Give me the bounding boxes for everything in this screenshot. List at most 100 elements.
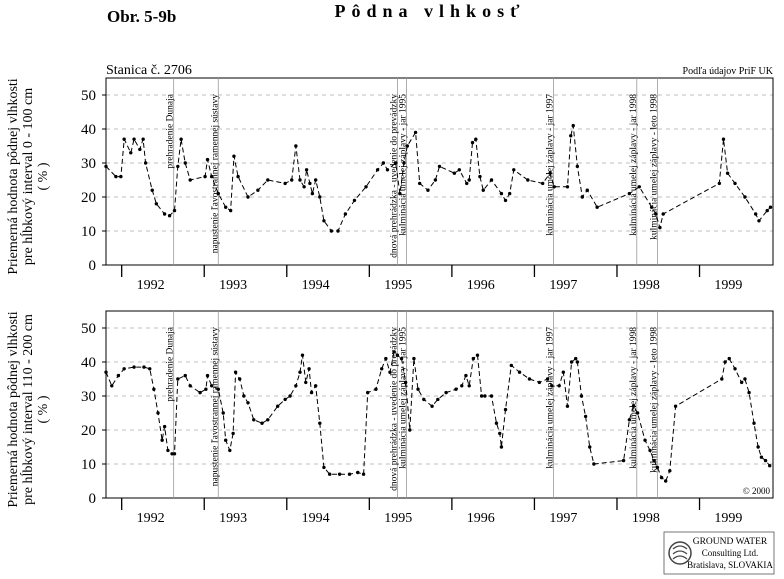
data-point: [627, 418, 632, 422]
data-point: [232, 154, 236, 158]
data-point: [627, 191, 632, 196]
data-point: [170, 452, 174, 456]
data-point: [307, 367, 311, 371]
data-point: [768, 205, 773, 209]
data-point: [717, 181, 722, 186]
data-point: [119, 174, 123, 179]
data-point: [673, 404, 678, 408]
data-point: [478, 174, 482, 179]
data-point: [356, 470, 360, 475]
data-point: [298, 370, 302, 374]
y-tick-label: 0: [89, 258, 97, 274]
data-point: [352, 198, 357, 203]
data-point: [309, 390, 314, 395]
data-point: [260, 421, 264, 425]
data-point: [276, 404, 280, 408]
data-point: [246, 195, 250, 199]
data-point: [512, 168, 516, 172]
data-point: [416, 387, 420, 391]
data-point: [283, 397, 287, 402]
data-point: [723, 360, 727, 364]
data-point: [720, 377, 724, 381]
y-axis-label: pre hĺbkový interval 0 - 100 cm: [19, 88, 36, 265]
data-point: [318, 195, 322, 199]
data-point: [122, 367, 126, 371]
data-point: [507, 191, 512, 196]
plot-frame: [105, 310, 774, 499]
data-point: [162, 424, 167, 429]
data-point: [129, 151, 133, 155]
event-label: kulminácia umelej záplavy - jar 1998: [629, 94, 639, 236]
data-point: [104, 164, 108, 169]
data-point: [733, 367, 737, 371]
data-point: [231, 431, 235, 436]
event-label: dnová prehrádzka - uvedenie do prevádzky: [389, 94, 399, 258]
y-tick-label: 30: [81, 156, 96, 172]
data-point: [364, 185, 368, 189]
data-point: [104, 370, 108, 374]
data-point: [509, 363, 514, 368]
data-point: [138, 147, 142, 152]
data-point: [302, 185, 306, 189]
data-point: [753, 212, 758, 216]
x-tick-label: 1996: [467, 511, 495, 526]
data-point: [454, 387, 458, 391]
data-point: [110, 384, 114, 388]
y-tick-label: 20: [81, 190, 96, 206]
y-axis-label: ( % ): [36, 395, 51, 423]
data-point: [433, 178, 438, 182]
data-point: [588, 445, 592, 449]
data-point: [246, 401, 250, 405]
data-point: [148, 367, 152, 371]
data-point: [310, 191, 315, 196]
data-point: [221, 411, 225, 415]
data-point: [517, 370, 522, 374]
y-tick-label: 30: [81, 389, 96, 405]
x-tick-label: 1999: [714, 278, 742, 293]
x-tick-label: 1995: [384, 278, 412, 293]
data-point: [503, 407, 508, 412]
y-axis-label: ( % ): [36, 162, 51, 190]
x-tick-label: 1997: [549, 511, 577, 526]
data-point: [565, 185, 570, 189]
data-point: [242, 394, 246, 398]
data-point: [204, 387, 208, 391]
data-point: [721, 137, 726, 141]
data-point: [343, 212, 348, 216]
data-point: [198, 390, 202, 395]
data-point: [747, 390, 751, 395]
data-point: [154, 202, 159, 206]
x-tick-label: 1998: [632, 278, 660, 293]
data-point: [652, 458, 656, 463]
data-point: [655, 465, 660, 470]
data-point: [205, 373, 210, 378]
data-point: [545, 377, 550, 381]
data-point: [565, 404, 570, 408]
y-tick-label: 20: [81, 423, 96, 439]
data-point: [313, 178, 318, 182]
data-point: [361, 472, 366, 476]
source-note: Podľa údajov PriF UK: [683, 66, 774, 77]
data-point: [365, 390, 370, 395]
event-label: napustenie ľavostrannej ramennej sústavy: [210, 327, 220, 486]
data-point: [216, 191, 220, 196]
data-point: [413, 130, 418, 135]
data-point: [183, 373, 187, 378]
data-point: [571, 123, 575, 128]
data-point: [143, 161, 148, 165]
y-tick-label: 40: [81, 355, 96, 371]
event-label: kulminácia umelej záplavy - leto 1998: [649, 94, 659, 240]
data-point: [252, 418, 256, 422]
data-point: [452, 171, 457, 175]
logo-text: GROUND WATER: [693, 537, 768, 547]
data-point: [156, 411, 160, 415]
data-point: [290, 178, 294, 182]
data-point: [236, 174, 240, 179]
event-label: kulminácia umelej záplavy - leto 1998: [649, 327, 659, 473]
data-point: [116, 373, 121, 378]
data-point: [300, 353, 305, 357]
data-point: [561, 370, 566, 374]
y-axis-label: pre hĺbkový interval 110 - 200 cm: [19, 314, 36, 505]
data-point: [132, 365, 136, 369]
data-point: [337, 472, 342, 476]
